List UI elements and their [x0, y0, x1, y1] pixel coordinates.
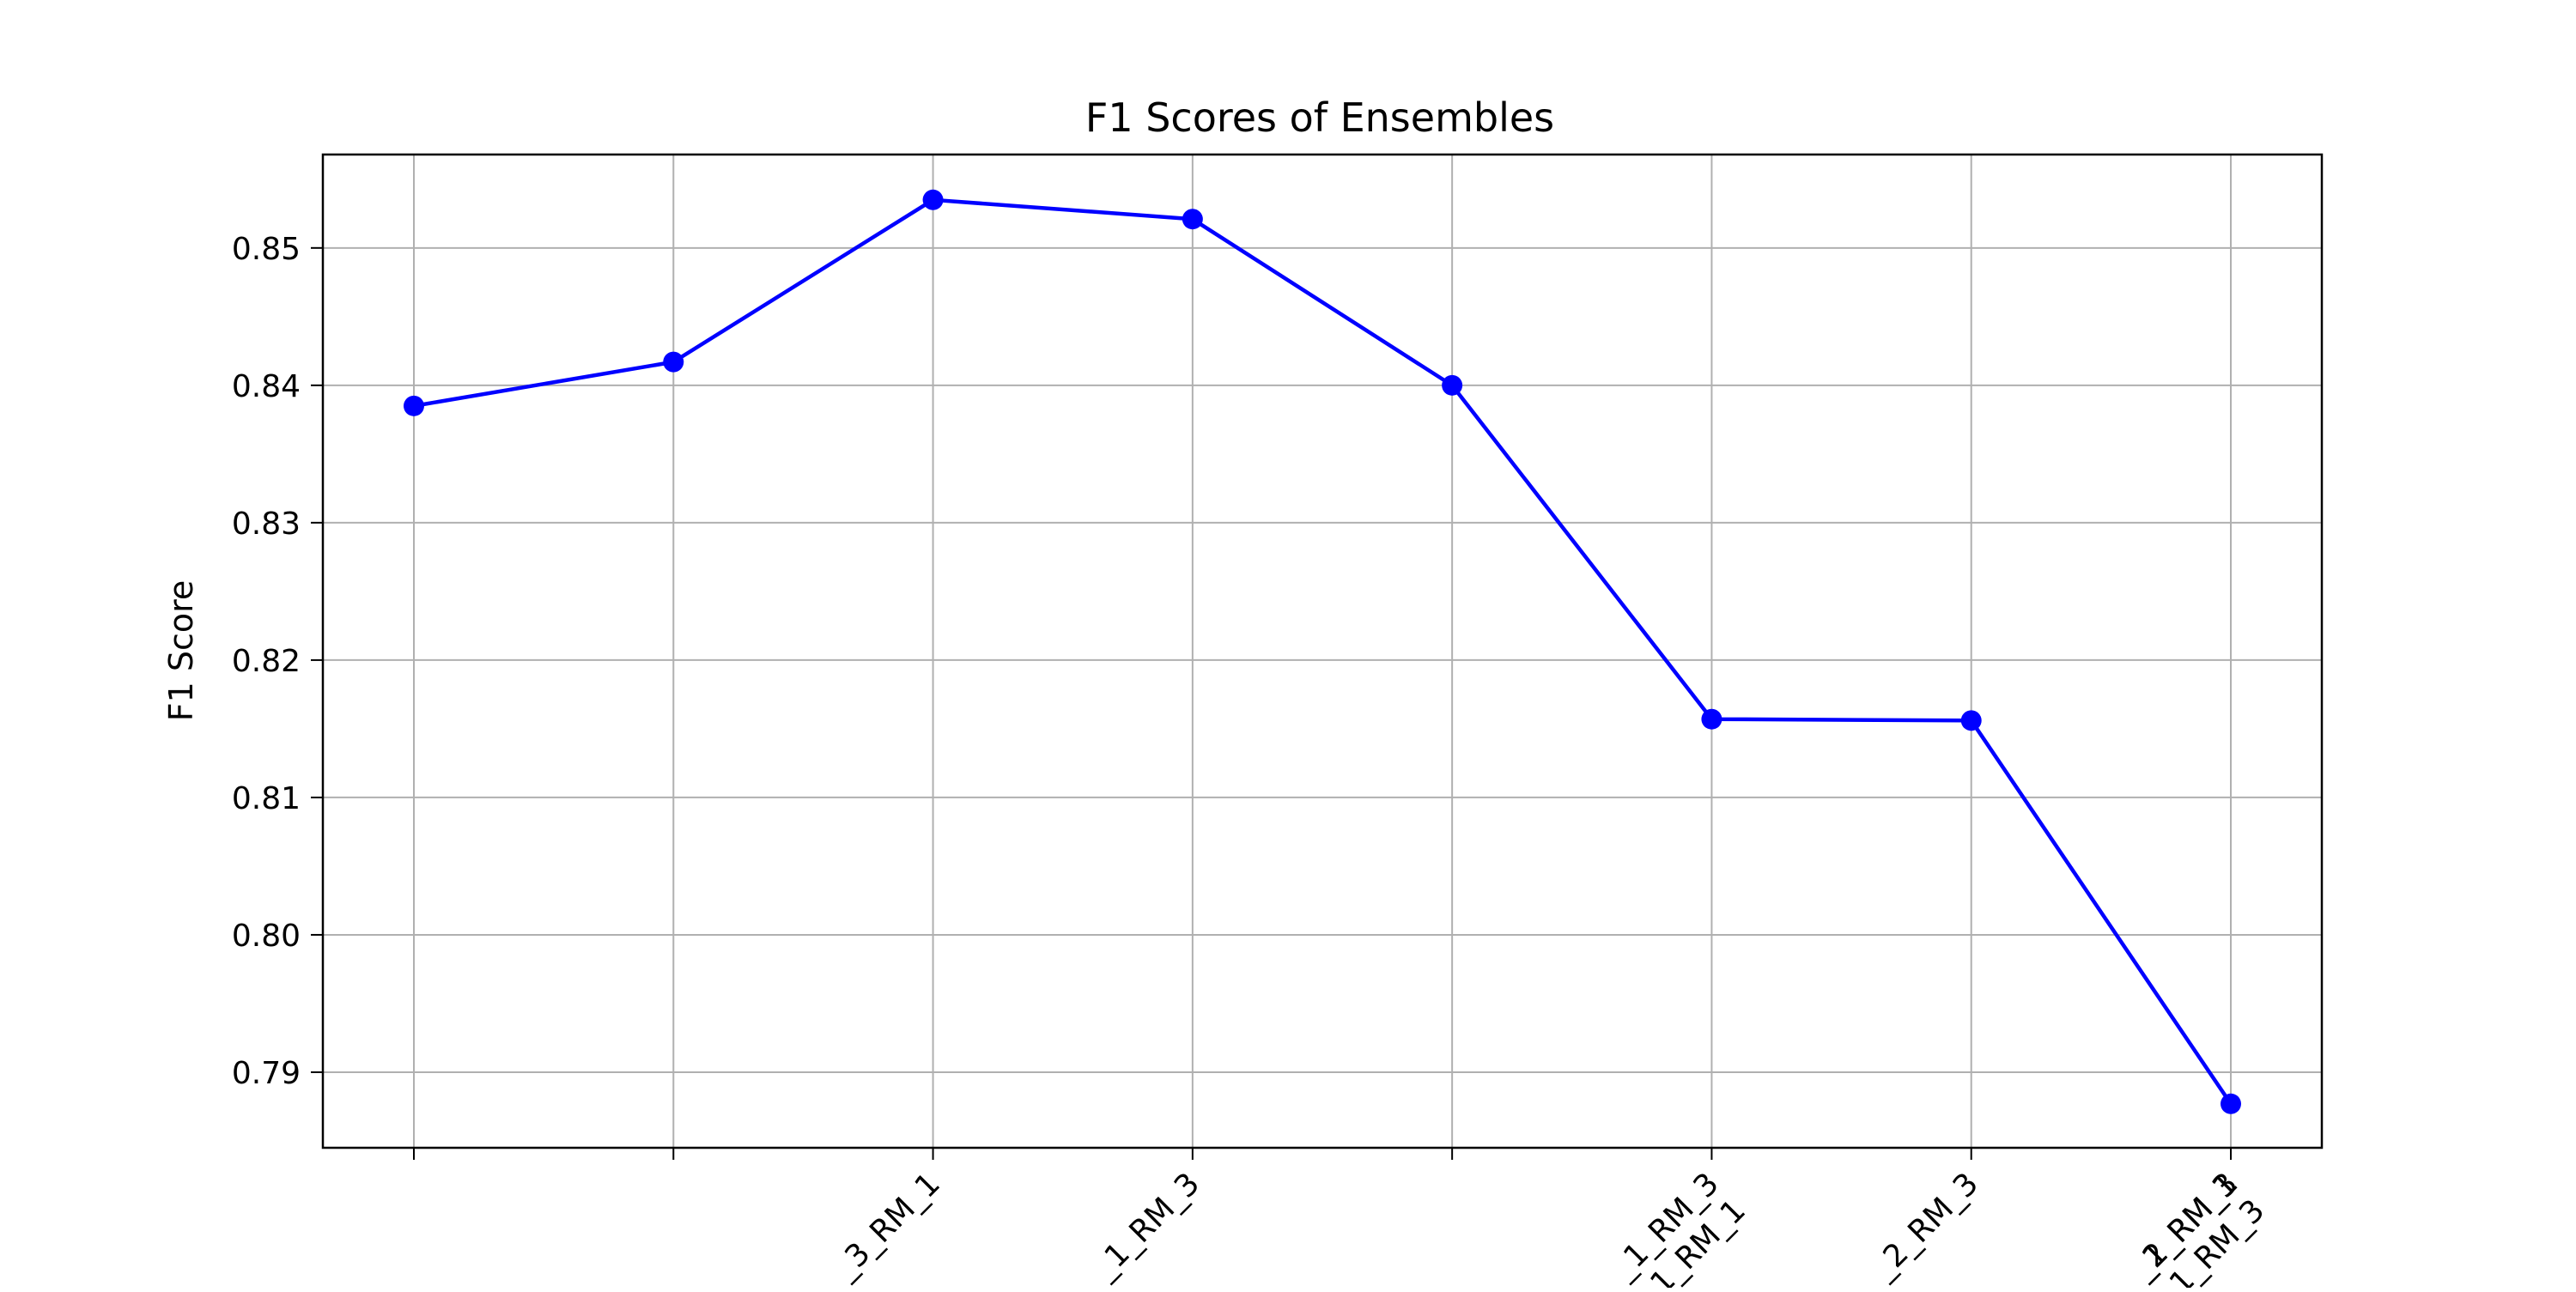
data-point — [404, 395, 424, 416]
data-point — [1182, 209, 1203, 230]
y-tick-label: 0.83 — [232, 506, 301, 542]
y-tick-label: 0.80 — [232, 919, 301, 954]
data-point — [1701, 708, 1722, 730]
series-line — [413, 197, 2233, 1106]
y-axis-label: F1 Score — [162, 580, 200, 722]
plot-frame — [321, 153, 2324, 1149]
chart-title: F1 Scores of Ensembles — [1085, 94, 1554, 141]
y-tick-label: 0.82 — [232, 644, 301, 679]
data-point — [663, 351, 684, 373]
data-point — [922, 189, 944, 210]
series-layer — [404, 189, 2241, 1114]
grid-layer — [323, 155, 2322, 1148]
axes-layer — [311, 153, 2324, 1160]
data-point — [1960, 710, 1982, 731]
y-tick-label: 0.85 — [232, 232, 301, 267]
y-tick-label: 0.79 — [232, 1056, 301, 1091]
data-point — [1442, 374, 1463, 396]
y-tick-label: 0.84 — [232, 369, 301, 404]
y-tick-label: 0.81 — [232, 781, 301, 816]
data-point — [2221, 1093, 2241, 1114]
